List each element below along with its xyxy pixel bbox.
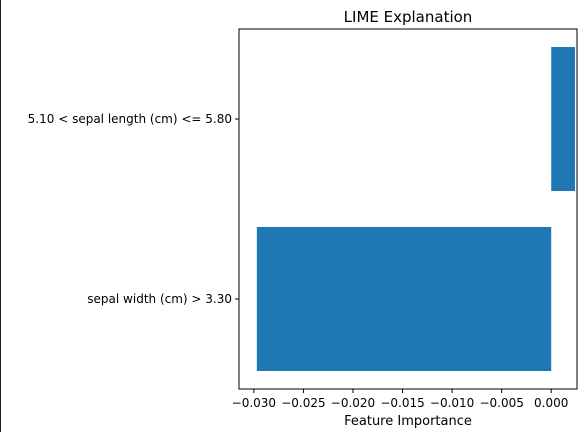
x-tick-label-4: −0.010 (430, 396, 474, 410)
x-tick-label-5: −0.005 (479, 396, 523, 410)
x-axis-label: Feature Importance (344, 414, 472, 429)
x-tick-label-6: 0.000 (534, 396, 568, 410)
x-tick-label-2: −0.020 (331, 396, 375, 410)
x-tick-label-3: −0.015 (380, 396, 424, 410)
chart-title: LIME Explanation (344, 8, 473, 26)
bar-1 (551, 47, 576, 191)
y-tick-label-0: sepal width (cm) > 3.30 (87, 292, 232, 306)
y-tick-label-1: 5.10 < sepal length (cm) <= 5.80 (28, 112, 232, 126)
bar-group (256, 47, 576, 371)
bar-0 (256, 227, 552, 371)
x-tick-label-1: −0.025 (281, 396, 325, 410)
y-axis: sepal width (cm) > 3.30 5.10 < sepal leng… (28, 112, 239, 306)
plot-frame (238, 28, 578, 390)
x-axis: −0.030 −0.025 −0.020 −0.015 −0.010 −0.005 0.00… (232, 389, 568, 410)
x-tick-label-0: −0.030 (232, 396, 276, 410)
left-edge-line (0, 0, 1, 432)
